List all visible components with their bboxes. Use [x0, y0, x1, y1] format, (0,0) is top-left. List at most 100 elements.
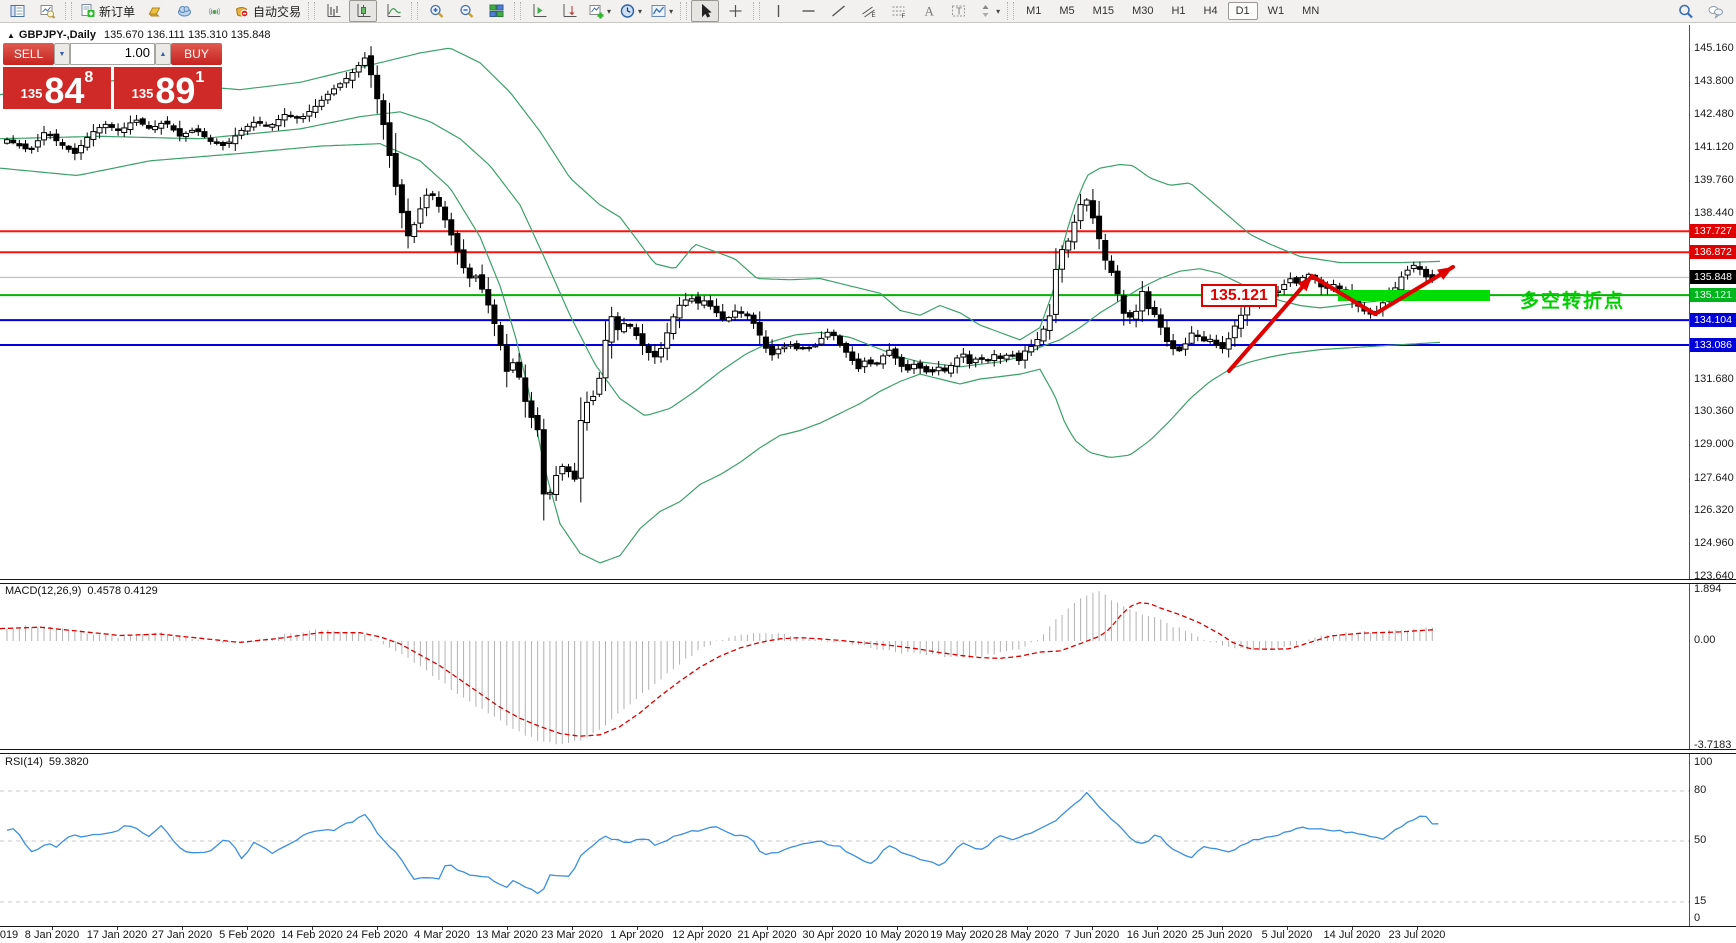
toolbar-separator [514, 2, 522, 20]
timeframe-m5-button[interactable]: M5 [1059, 5, 1075, 17]
chevron-down-icon[interactable]: ▾ [638, 6, 643, 16]
date-label: 14 Jul 2020 [1323, 929, 1381, 941]
date-tick [702, 926, 703, 930]
crosshair-button[interactable] [721, 0, 749, 22]
buy-price-big: 89 [155, 70, 196, 111]
timeframe-w1-button[interactable]: W1 [1267, 5, 1285, 17]
period-button[interactable]: ▾ [616, 0, 645, 22]
price-tick-label: 127.640 [1694, 472, 1734, 484]
search-button[interactable] [1671, 0, 1699, 22]
data-window-button[interactable] [33, 0, 61, 22]
collapse-icon[interactable]: ▲ [7, 31, 15, 40]
chevron-down-icon[interactable]: ▾ [669, 6, 674, 16]
text-icon: A [924, 4, 934, 19]
text-button[interactable]: A [914, 0, 942, 22]
rsi-tick-label: 0 [1694, 912, 1701, 924]
trendline-button[interactable] [824, 0, 852, 22]
volume-increase-button[interactable]: ▲ [155, 43, 171, 65]
auto-trading-icon [235, 7, 249, 18]
zoom-in-icon [429, 4, 443, 18]
deposit-button[interactable] [140, 0, 168, 22]
timeframe-m15-button[interactable]: M15 [1092, 5, 1115, 17]
timeframe-mn-button[interactable]: MN [1302, 5, 1320, 17]
auto-trading-label: 自动交易 [253, 4, 302, 19]
date-tick [507, 926, 508, 930]
price-tick-label: 124.960 [1694, 537, 1734, 549]
auto-trading-button[interactable]: 自动交易 [230, 0, 304, 22]
candlestick-chart-button[interactable] [349, 0, 378, 22]
price-level-annotation[interactable]: 135.121 [1201, 284, 1277, 307]
search-icon [1678, 4, 1693, 19]
timeframe-h4-button[interactable]: H4 [1203, 5, 1218, 17]
buy-price-button[interactable]: 135 89 1 [114, 67, 222, 109]
tile-windows-button[interactable] [482, 0, 510, 22]
date-label: 5 Jul 2020 [1261, 929, 1313, 941]
chevron-down-icon[interactable]: ▾ [607, 6, 612, 16]
zoom-out-button[interactable] [452, 0, 480, 22]
toolbar-separator [753, 2, 761, 20]
deposit-icon [147, 7, 160, 17]
price-badge: 137.727 [1690, 224, 1736, 238]
date-tick [897, 926, 898, 930]
zoom-out-icon [459, 4, 473, 18]
order-panel-top-row: SELL ▼ 1.00 ▲ BUY [3, 43, 222, 65]
chart-shift-icon [533, 4, 547, 17]
panel-separator[interactable] [0, 749, 1736, 754]
macd-tick-label: -3.7183 [1694, 739, 1732, 751]
line-chart-button[interactable] [379, 0, 407, 22]
sell-price-button[interactable]: 135 84 8 [3, 67, 111, 109]
timeframe-h1-button[interactable]: H1 [1171, 5, 1186, 17]
sell-price-prefix: 135 [20, 86, 43, 101]
publish-button[interactable] [170, 0, 198, 22]
text-label-button[interactable]: T [944, 0, 972, 22]
auto-scroll-button[interactable] [555, 0, 583, 22]
price-tick-label: 145.160 [1694, 42, 1734, 54]
horizontal-line-button[interactable] [794, 0, 822, 22]
svg-text:T: T [956, 7, 962, 18]
cursor-button[interactable] [691, 0, 720, 22]
sell-button[interactable]: SELL [3, 43, 54, 65]
template-button[interactable]: ▾ [647, 0, 676, 22]
chevron-down-icon[interactable]: ▾ [996, 6, 1001, 16]
chart-shift-button[interactable] [525, 0, 553, 22]
price-tick-label: 142.480 [1694, 108, 1734, 120]
date-label: 28 May 2020 [995, 929, 1059, 941]
volume-decrease-button[interactable]: ▼ [54, 43, 70, 65]
date-tick [1027, 926, 1028, 930]
bar-chart-button[interactable] [319, 0, 347, 22]
fibonacci-button[interactable]: F [884, 0, 912, 22]
timeframe-m1-button[interactable]: M1 [1026, 5, 1042, 17]
new-chart-button[interactable]: ▾ [585, 0, 614, 22]
data-window-icon [40, 5, 55, 19]
buy-button[interactable]: BUY [171, 43, 222, 65]
tile-windows-icon [489, 4, 504, 17]
market-watch-button[interactable] [3, 0, 31, 22]
svg-text:F: F [901, 14, 905, 19]
publish-icon [177, 6, 191, 17]
date-label: 12 Apr 2020 [672, 929, 732, 941]
toolbar-separator [308, 2, 316, 20]
community-button[interactable] [1701, 0, 1729, 22]
toolbar-separator [65, 2, 72, 20]
chart-title: ▲ GBPJPY-,Daily 135.670 136.111 135.310 13… [7, 29, 271, 41]
date-label: 25 Jun 2020 [1191, 929, 1253, 941]
zoom-in-button[interactable] [422, 0, 450, 22]
arrows-button[interactable]: ▾ [974, 0, 1003, 22]
timeframe-d1-button[interactable]: D1 [1227, 2, 1258, 20]
date-label: 16 Jun 2020 [1126, 929, 1188, 941]
template-icon [651, 5, 666, 17]
panel-separator[interactable] [0, 579, 1736, 584]
price-badge: 133.086 [1690, 338, 1736, 352]
vertical-line-button[interactable] [764, 0, 792, 22]
timeframe-m30-button[interactable]: M30 [1132, 5, 1154, 17]
date-label: 4 Mar 2020 [414, 929, 470, 941]
price-badge: 135.848 [1690, 270, 1736, 284]
equidistant-channel-button[interactable]: E [854, 0, 882, 22]
volume-input[interactable]: 1.00 [70, 43, 155, 65]
new-order-button[interactable]: 新订单 [76, 0, 138, 22]
market-watch-icon [10, 5, 24, 17]
signals-button[interactable] [200, 0, 228, 22]
